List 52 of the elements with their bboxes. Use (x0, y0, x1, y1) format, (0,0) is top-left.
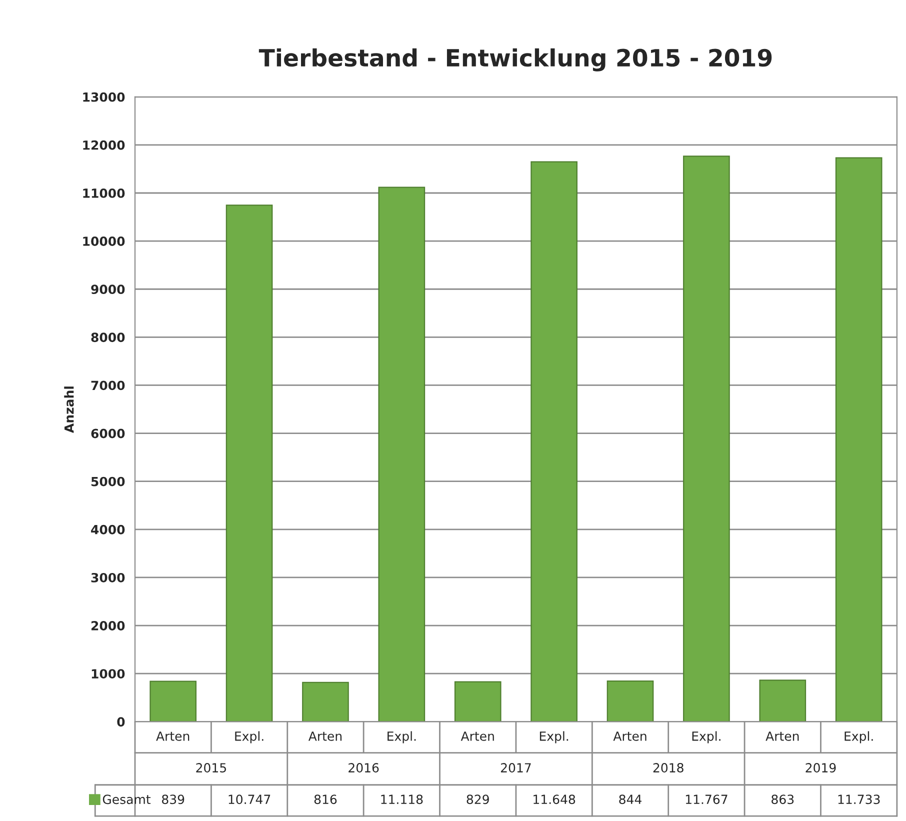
data-label: 10.747 (228, 794, 270, 804)
y-axis-title: Anzahl (64, 386, 74, 433)
data-label: 816 (314, 794, 337, 804)
x-tick-label: Arten (308, 732, 342, 741)
data-label: 11.648 (534, 794, 576, 804)
y-tick-label: 5000 (91, 476, 125, 486)
x-tick-label: Arten (613, 732, 646, 741)
legend-label: Gesamt (102, 794, 151, 804)
x-tick-label: Arten (766, 732, 799, 741)
bar (302, 682, 349, 722)
x-tick-label: Expl. (540, 731, 568, 744)
x-tick-label: Arten (156, 732, 190, 741)
text: 2016 (348, 763, 379, 772)
y-tick-label: 0 (117, 717, 125, 727)
y-tick-label: 4000 (91, 524, 125, 534)
bar (606, 680, 654, 722)
data-label: 839 (162, 794, 184, 804)
data-label: 844 (619, 794, 642, 804)
y-tick-label: 12000 (83, 140, 125, 150)
bar (759, 680, 806, 722)
x-tick-label: Expl. (844, 731, 873, 744)
y-tick-label: 13000 (83, 92, 125, 102)
data-label: 11.733 (838, 794, 880, 804)
x-tick-label: Expl. (235, 731, 264, 744)
text: 2019 (806, 763, 836, 772)
y-tick-label: 3000 (91, 572, 125, 582)
y-tick-label: 8000 (91, 332, 125, 342)
y-tick-label: 2000 (91, 621, 125, 630)
text: 2018 (653, 763, 684, 772)
y-tick-label: 7000 (91, 380, 125, 390)
data-label: 11.767 (686, 794, 728, 804)
y-tick-label: 9000 (91, 284, 125, 294)
x-tick-label: Expl. (388, 731, 416, 744)
text: 2015 (196, 763, 226, 772)
data-label: 863 (772, 794, 794, 804)
bar (226, 204, 273, 722)
bar (150, 680, 197, 722)
chart-title: Tierbestand - Entwicklung 2015 - 2019 (258, 48, 772, 72)
y-tick-label: 1000 (92, 669, 125, 679)
y-tick-label: 11000 (83, 188, 125, 198)
bar (683, 156, 730, 722)
x-tick-label: Expl. (692, 731, 720, 744)
data-label: 11.118 (381, 794, 423, 804)
y-tick-label: 10000 (83, 236, 125, 246)
bar (454, 681, 502, 722)
text: 2017 (500, 763, 531, 772)
bar (378, 186, 426, 722)
x-tick-label: Arten (460, 732, 494, 741)
data-label: 829 (466, 794, 489, 804)
bar (530, 161, 578, 722)
y-tick-label: 6000 (91, 428, 125, 438)
bar (835, 157, 882, 722)
